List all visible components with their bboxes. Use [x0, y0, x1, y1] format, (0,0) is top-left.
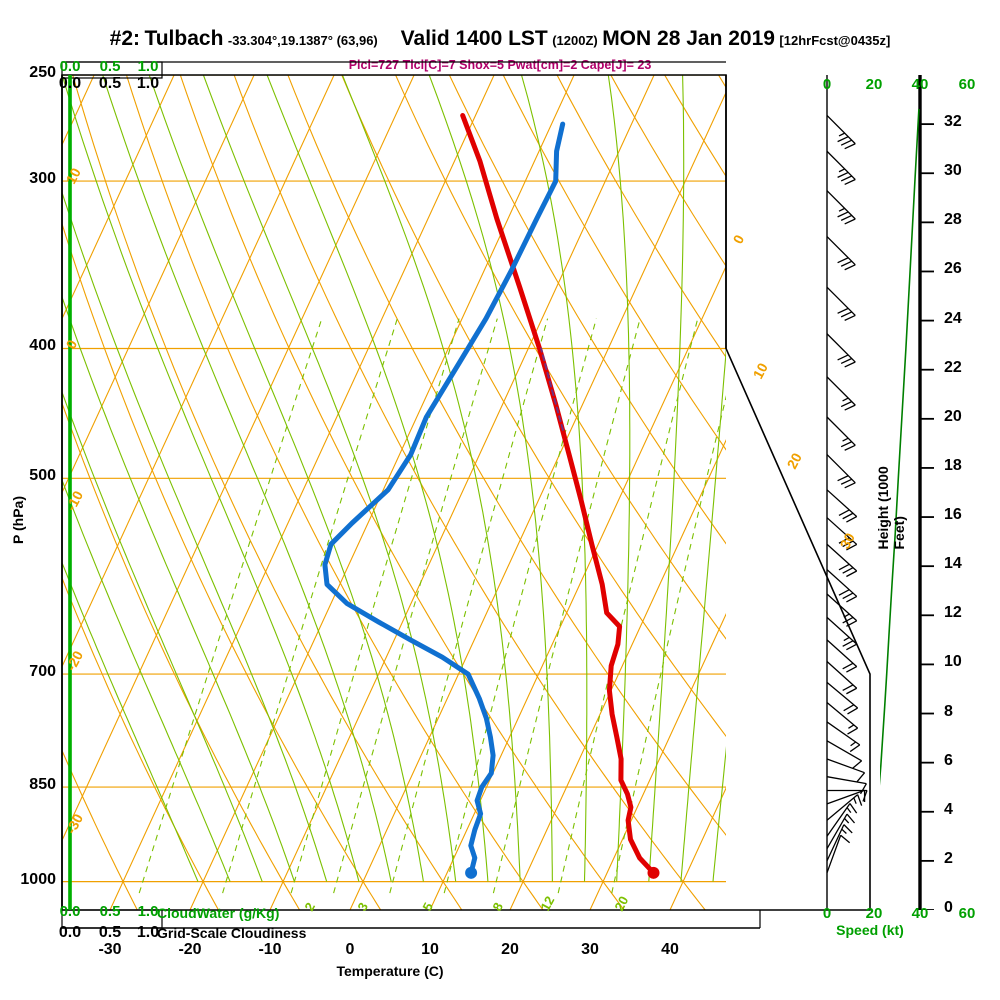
svg-line-labels: 10 0 -10 -20 -30 0 10 20 30 2 3 5 8 12 20: [63, 165, 859, 913]
cloudiness-axis-label: Grid-Scale Cloudiness: [157, 925, 307, 941]
height-tick-24: 24: [944, 309, 962, 327]
valid-time-z: (1200Z): [552, 33, 598, 48]
plot-frame: [61, 61, 922, 929]
station-name: Tulbach: [144, 27, 224, 50]
cloudwater-tick-bot-2: 1.0: [137, 903, 159, 920]
height-tick-4: 4: [944, 800, 953, 818]
cloudwater-tick-top-2: 1.0: [137, 58, 159, 75]
svg-text:30: 30: [837, 530, 859, 551]
cloudiness-tick-bot-2: 1.0: [136, 924, 160, 941]
svg-text:12: 12: [537, 894, 557, 914]
svg-text:-30: -30: [63, 811, 87, 837]
cloudwater-tick-bot-0: 0.0: [59, 903, 81, 920]
height-tick-16: 16: [944, 506, 962, 524]
temperature-tick--10: -10: [258, 941, 282, 958]
height-tick-26: 26: [944, 260, 962, 278]
cloudwater-axis-label: CloudWater (g/Kg): [157, 905, 280, 921]
temperature-tick--20: -20: [178, 941, 202, 958]
valid-time: Valid 1400 LST: [400, 27, 548, 50]
svg-text:20: 20: [784, 450, 806, 471]
height-tick-2: 2: [944, 849, 953, 867]
valid-date: MON 28 Jan 2019: [602, 27, 775, 50]
pressure-axis-label: P (hPa): [10, 496, 26, 544]
cloudiness-tick-top-0: 0.0: [58, 75, 82, 92]
speed-tick-top-20: 20: [865, 76, 883, 93]
cloudiness-tick-bot-0: 0.0: [58, 924, 82, 941]
svg-text:3: 3: [354, 900, 371, 913]
height-axis-label: Height (1000 Feet): [875, 466, 907, 550]
height-tick-10: 10: [944, 653, 962, 671]
forecast-tag: [12hrFcst@0435z]: [779, 33, 891, 48]
trace-dewpoint: [322, 121, 566, 876]
height-tick-6: 6: [944, 751, 953, 769]
background-grid: [62, 75, 726, 910]
cloudiness-tick-top-2: 1.0: [136, 75, 160, 92]
speed-tick-bot-60: 60: [958, 905, 976, 922]
height-tick-30: 30: [944, 162, 962, 180]
height-tick-28: 28: [944, 211, 962, 229]
temperature-tick-10: 10: [421, 941, 439, 958]
temperature-tick-30: 30: [581, 941, 599, 958]
height-tick-18: 18: [944, 456, 962, 474]
height-tick-12: 12: [944, 604, 962, 622]
trace-parcel: [540, 347, 564, 431]
speed-tick-bot-40: 40: [911, 905, 929, 922]
speed-tick-bot-0: 0: [822, 905, 832, 922]
station-coords: -33.304°,19.1387° (63,96): [227, 33, 378, 48]
cloudwater-tick-top-0: 0.0: [59, 58, 81, 75]
pressure-tick-500: 500: [29, 467, 56, 485]
svg-text:2: 2: [301, 900, 318, 913]
trace-temperature: [460, 113, 656, 876]
sounding-traces: [322, 113, 660, 879]
pressure-tick-250: 250: [29, 64, 56, 81]
cloudiness-tick-top-1: 0.5: [98, 75, 122, 92]
svg-text:0: 0: [63, 337, 81, 352]
chart-title: #2: Tulbach -33.304°,19.1387° (63,96) Va…: [0, 27, 1000, 51]
svg-text:10: 10: [750, 360, 772, 381]
wind-barb-column: [826, 114, 868, 874]
svg-text:-20: -20: [63, 648, 87, 674]
speed-tick-bot-20: 20: [865, 905, 883, 922]
temperature-tick-20: 20: [501, 941, 519, 958]
svg-text:5: 5: [419, 900, 436, 913]
cloudiness-tick-bot-1: 0.5: [98, 924, 122, 941]
pressure-tick-300: 300: [29, 170, 56, 188]
speed-axis-label: Speed (kt): [836, 922, 904, 938]
temperature-tick-40: 40: [661, 941, 679, 958]
pressure-tick-700: 700: [29, 663, 56, 681]
dewpoint-surface-dot: [465, 866, 478, 879]
svg-text:-10: -10: [63, 488, 87, 514]
temperature-axis-label: Temperature (C): [336, 963, 444, 979]
height-tick-22: 22: [944, 358, 962, 376]
height-tick-32: 32: [944, 113, 962, 131]
pressure-tick-400: 400: [29, 337, 56, 355]
temperature-tick-0: 0: [345, 941, 355, 958]
pressure-tick-850: 850: [29, 776, 56, 794]
svg-text:0: 0: [730, 232, 748, 247]
svg-text:8: 8: [489, 900, 506, 913]
height-tick-20: 20: [944, 407, 962, 425]
pressure-tick-1000: 1000: [20, 870, 56, 888]
height-tick-0: 0: [944, 899, 953, 916]
temperature-tick--30: -30: [98, 941, 122, 958]
svg-text:10: 10: [63, 165, 85, 186]
speed-tick-top-60: 60: [958, 76, 976, 93]
speed-tick-top-0: 0: [822, 76, 832, 93]
height-tick-8: 8: [944, 702, 953, 720]
height-tick-14: 14: [944, 555, 962, 573]
cloudwater-tick-bot-1: 0.5: [99, 903, 121, 920]
speed-tick-top-40: 40: [911, 76, 929, 93]
cloudwater-tick-top-1: 0.5: [99, 58, 121, 75]
svg-text:20: 20: [611, 894, 631, 914]
station-id: #2:: [109, 27, 140, 50]
temperature-surface-dot: [647, 866, 660, 879]
